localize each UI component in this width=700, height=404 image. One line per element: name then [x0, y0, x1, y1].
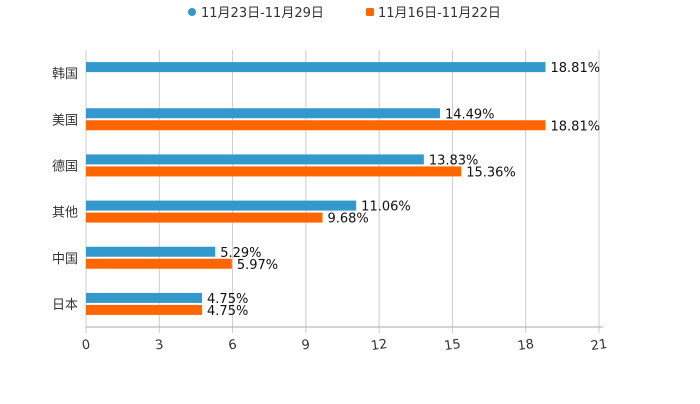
bar-series-1	[86, 200, 357, 211]
bar-value-label: 4.75%	[207, 304, 248, 319]
bar-series-1	[86, 246, 216, 257]
bar-value-label: 5.97%	[237, 258, 278, 273]
x-tick-label: 18	[517, 337, 535, 354]
y-tick-label: 德国	[52, 159, 78, 174]
grid	[85, 50, 600, 333]
bar-series-2	[86, 304, 203, 315]
legend: 11月23日-11月29日 11月16日-11月22日	[188, 6, 501, 21]
x-tick-label: 21	[590, 337, 608, 354]
bar-value-label: 15.36%	[466, 165, 516, 180]
y-tick-label: 美国	[52, 113, 78, 128]
bars	[86, 62, 546, 315]
legend-marker-series-2	[366, 8, 374, 16]
value-labels: 18.81% 14.49% 18.81% 13.83%15.36% 11.06%9.68…	[207, 61, 600, 319]
bar-value-label: 18.81%	[551, 119, 601, 134]
bar-series-1	[86, 62, 546, 73]
bar-value-label: 14.49%	[445, 107, 495, 122]
bar-value-label: 4.75%	[207, 292, 248, 307]
bar-value-label: 5.29%	[220, 246, 261, 261]
x-axis: 0 3 6 9 12 15 18 21	[81, 326, 608, 354]
bar-value-label: 13.83%	[429, 153, 479, 168]
bar-value-label: 18.81%	[551, 61, 601, 76]
x-tick-label: 0	[81, 337, 91, 353]
bar-series-1	[86, 108, 440, 119]
legend-marker-series-1	[188, 8, 196, 16]
y-tick-label: 韩国	[52, 67, 78, 82]
y-tick-label: 中国	[52, 252, 78, 267]
x-tick-label: 15	[443, 337, 461, 354]
legend-label-series-1: 11月23日-11月29日	[201, 6, 324, 21]
bar-value-label: 9.68%	[327, 212, 368, 227]
y-tick-label: 日本	[52, 298, 78, 313]
bar-series-1	[86, 292, 203, 303]
x-tick-label: 3	[154, 337, 164, 353]
x-tick-label: 6	[227, 337, 237, 353]
bar-value-label: 11.06%	[361, 200, 411, 215]
bar-series-2	[86, 166, 462, 177]
x-tick-label: 9	[301, 337, 311, 353]
bar-series-2	[86, 212, 323, 223]
y-tick-label: 其他	[52, 206, 78, 221]
bar-series-2	[86, 258, 232, 269]
legend-label-series-2: 11月16日-11月22日	[378, 6, 501, 21]
bar-series-2	[86, 120, 546, 131]
bar-series-1	[86, 154, 424, 165]
x-tick-label: 12	[370, 337, 388, 354]
